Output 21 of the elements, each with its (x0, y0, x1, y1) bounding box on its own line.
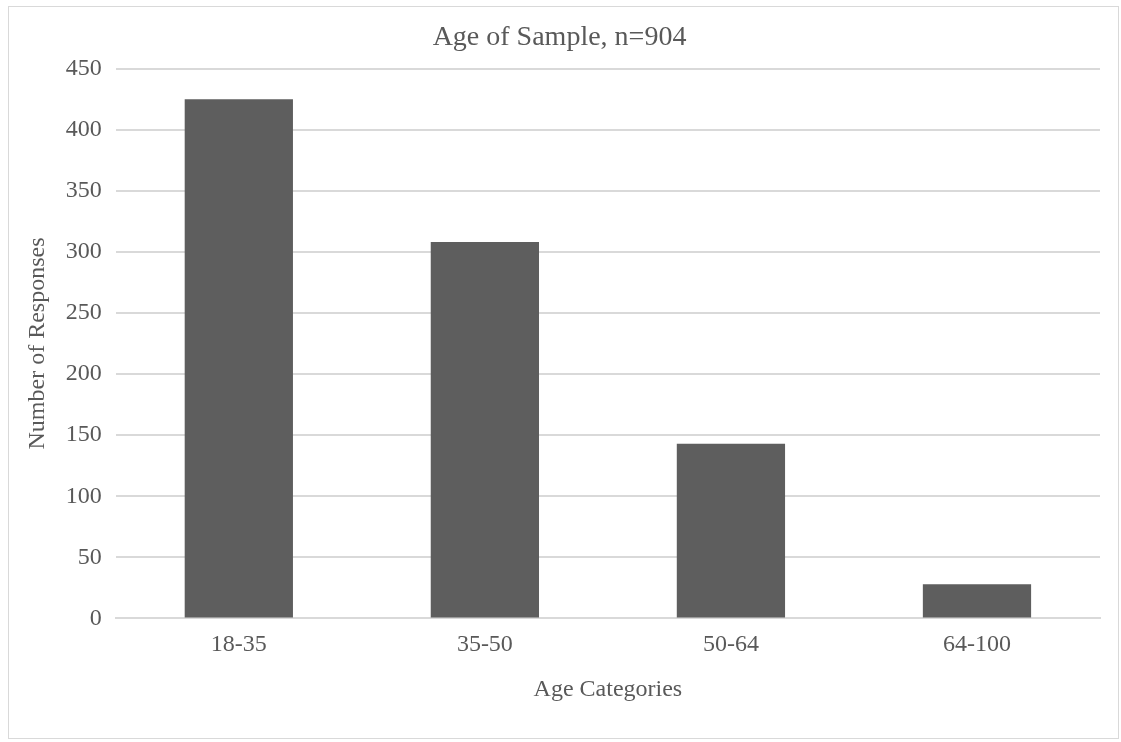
x-tick-label: 35-50 (456, 630, 513, 657)
y-tick-label: 250 (65, 298, 102, 325)
chart-title: Age of Sample, n=904 (432, 20, 687, 52)
bar (676, 443, 786, 618)
y-tick-label: 450 (65, 53, 102, 80)
y-tick-label: 300 (65, 237, 102, 264)
bar (184, 99, 293, 618)
x-axis-title: Age Categories (533, 674, 683, 701)
x-tick-label: 64-100 (942, 630, 1011, 657)
x-tick-label: 50-64 (702, 630, 759, 657)
bar (922, 584, 1032, 618)
y-tick-label: 350 (65, 176, 102, 203)
y-axis-title: Number of Responses (22, 237, 49, 450)
y-tick-label: 50 (77, 542, 102, 569)
x-tick-label: 18-35 (210, 630, 267, 657)
bar (430, 242, 540, 618)
y-tick-label: 0 (89, 603, 102, 630)
y-tick-label: 100 (65, 481, 102, 508)
y-tick-label: 150 (65, 420, 102, 447)
y-tick-label: 400 (65, 114, 102, 141)
y-tick-label: 200 (65, 359, 102, 386)
